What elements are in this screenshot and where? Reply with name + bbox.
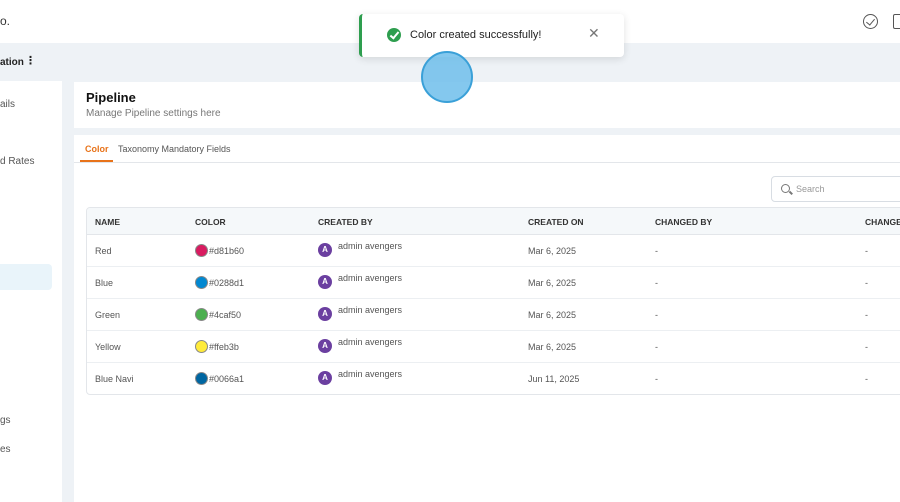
page-subtitle: Manage Pipeline settings here [86, 108, 221, 119]
changed-on: - [865, 342, 868, 352]
created-by-user: admin avengers [338, 369, 403, 379]
changed-on: - [865, 310, 868, 320]
created-on: Mar 6, 2025 [528, 342, 577, 352]
close-icon[interactable]: ✕ [588, 25, 600, 41]
created-on: Mar 6, 2025 [528, 246, 577, 256]
main-content: Color Taxonomy Mandatory Fields NAME COL… [74, 135, 900, 502]
check-circle-icon [387, 28, 401, 42]
color-swatch [195, 340, 208, 353]
column-header-color[interactable]: COLOR [195, 217, 226, 227]
created-on: Jun 11, 2025 [528, 374, 580, 384]
success-toast: Color created successfully! ✕ [359, 14, 624, 57]
sidebar-item-pipelines[interactable]: es [0, 444, 11, 455]
color-name: Red [95, 246, 112, 256]
tab-taxonomy-mandatory-fields[interactable]: Taxonomy Mandatory Fields [118, 144, 231, 154]
sidebar-item-settings[interactable]: gs [0, 415, 11, 426]
sidebar: ails d Rates gs es [0, 81, 62, 502]
avatar: A [318, 275, 332, 289]
color-hex: #0288d1 [209, 278, 245, 288]
table-row[interactable]: Blue Navi #0066a1 A admin avengers Jun 1… [87, 363, 900, 394]
colors-table: NAME COLOR CREATED BY CREATED ON CHANGED… [86, 207, 900, 395]
page-title: Pipeline [86, 90, 136, 105]
color-hex: #ffeb3b [209, 342, 239, 352]
sidebar-item-rates[interactable]: d Rates [0, 156, 35, 167]
column-header-changed-by[interactable]: CHANGED BY [655, 217, 713, 227]
color-name: Yellow [95, 342, 121, 352]
color-swatch [195, 372, 208, 385]
color-hex: #d81b60 [209, 246, 245, 256]
changed-by: - [655, 246, 658, 256]
sidebar-item-details[interactable]: ails [0, 99, 16, 110]
color-swatch [195, 276, 208, 289]
color-name: Green [95, 310, 121, 320]
table-row[interactable]: Red #d81b60 A admin avengers Mar 6, 2025… [87, 235, 900, 267]
changed-on: - [865, 374, 868, 384]
table-header: NAME COLOR CREATED BY CREATED ON CHANGED… [87, 208, 900, 235]
check-circle-icon[interactable] [863, 14, 878, 29]
created-on: Mar 6, 2025 [528, 278, 577, 288]
changed-by: - [655, 310, 658, 320]
tab-color[interactable]: Color [85, 144, 109, 154]
changed-on: - [865, 278, 868, 288]
color-hex: #4caf50 [209, 310, 242, 320]
avatar: A [318, 371, 332, 385]
avatar: A [318, 307, 332, 321]
changed-by: - [655, 278, 658, 288]
color-swatch [195, 308, 208, 321]
sidebar-item-active[interactable] [0, 264, 52, 290]
avatar: A [318, 339, 332, 353]
active-tab-indicator [80, 160, 113, 162]
color-name: Blue [95, 278, 114, 288]
column-header-created-by[interactable]: CREATED BY [318, 217, 373, 227]
table-row[interactable]: Green #4caf50 A admin avengers Mar 6, 20… [87, 299, 900, 331]
toast-message: Color created successfully! [410, 29, 542, 41]
changed-by: - [655, 374, 658, 384]
created-on: Mar 6, 2025 [528, 310, 577, 320]
avatar: A [318, 243, 332, 257]
column-header-created-on[interactable]: CREATED ON [528, 217, 584, 227]
color-name: Blue Navi [95, 374, 134, 384]
created-by-user: admin avengers [338, 241, 403, 251]
color-swatch [195, 244, 208, 257]
tab-bar: Color Taxonomy Mandatory Fields [74, 135, 900, 163]
changed-by: - [655, 342, 658, 352]
column-header-name[interactable]: NAME [95, 217, 121, 227]
color-hex: #0066a1 [209, 374, 245, 384]
column-header-changed-on[interactable]: CHANGE [865, 217, 900, 227]
table-row[interactable]: Yellow #ffeb3b A admin avengers Mar 6, 2… [87, 331, 900, 363]
window-icon[interactable] [893, 14, 900, 29]
search-box[interactable] [771, 176, 900, 202]
created-by-user: admin avengers [338, 305, 403, 315]
table-row[interactable]: Blue #0288d1 A admin avengers Mar 6, 202… [87, 267, 900, 299]
brand-label: o. [0, 14, 11, 28]
created-by-user: admin avengers [338, 273, 403, 283]
created-by-user: admin avengers [338, 337, 403, 347]
click-indicator [421, 51, 473, 103]
kebab-menu-icon[interactable]: ⋮ [25, 55, 36, 67]
search-input[interactable] [796, 180, 900, 198]
organization-label: ation [0, 57, 24, 68]
search-icon [781, 184, 790, 193]
changed-on: - [865, 246, 868, 256]
page-header: Pipeline Manage Pipeline settings here [74, 82, 900, 128]
